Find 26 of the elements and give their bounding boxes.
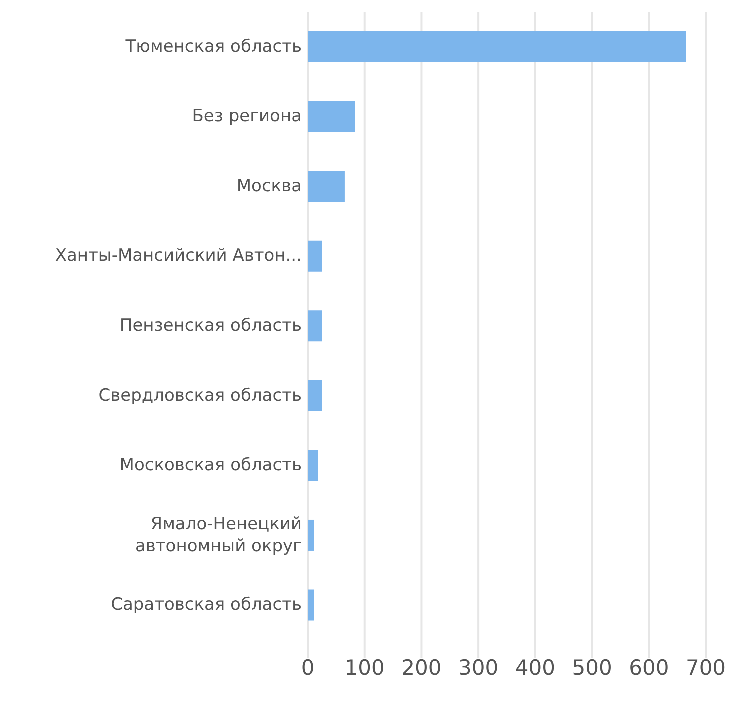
y-tick-label: Москва	[236, 176, 302, 196]
bar	[308, 450, 318, 482]
x-tick-label: 700	[686, 656, 726, 680]
x-tick-label: 200	[402, 656, 442, 680]
bar	[308, 590, 314, 621]
y-tick-label: Пензенская область	[120, 316, 302, 336]
y-tick-label: Тюменская область	[124, 36, 302, 57]
x-tick-label: 300	[458, 656, 499, 680]
bar	[308, 520, 314, 551]
y-tick-label: Саратовская область	[111, 595, 302, 616]
x-tick-label: 0	[301, 656, 315, 680]
bar	[308, 32, 686, 63]
bar	[308, 240, 322, 272]
bar	[308, 171, 345, 202]
y-tick-label: Свердловская область	[98, 386, 302, 406]
y-tick-label: Московская область	[120, 456, 302, 476]
x-tick-label: 500	[572, 656, 612, 680]
x-tick-label: 100	[344, 656, 385, 680]
x-tick-label: 400	[515, 656, 556, 680]
x-tick-label: 600	[629, 656, 670, 680]
bar	[308, 310, 322, 342]
bar	[308, 101, 356, 132]
y-tick-label: Ямало-Ненецкий автономный округ	[135, 514, 302, 556]
bar	[308, 380, 322, 412]
y-tick-label: Ханты-Мансийский Автон...	[55, 246, 302, 266]
y-tick-label: Без региона	[192, 106, 302, 127]
